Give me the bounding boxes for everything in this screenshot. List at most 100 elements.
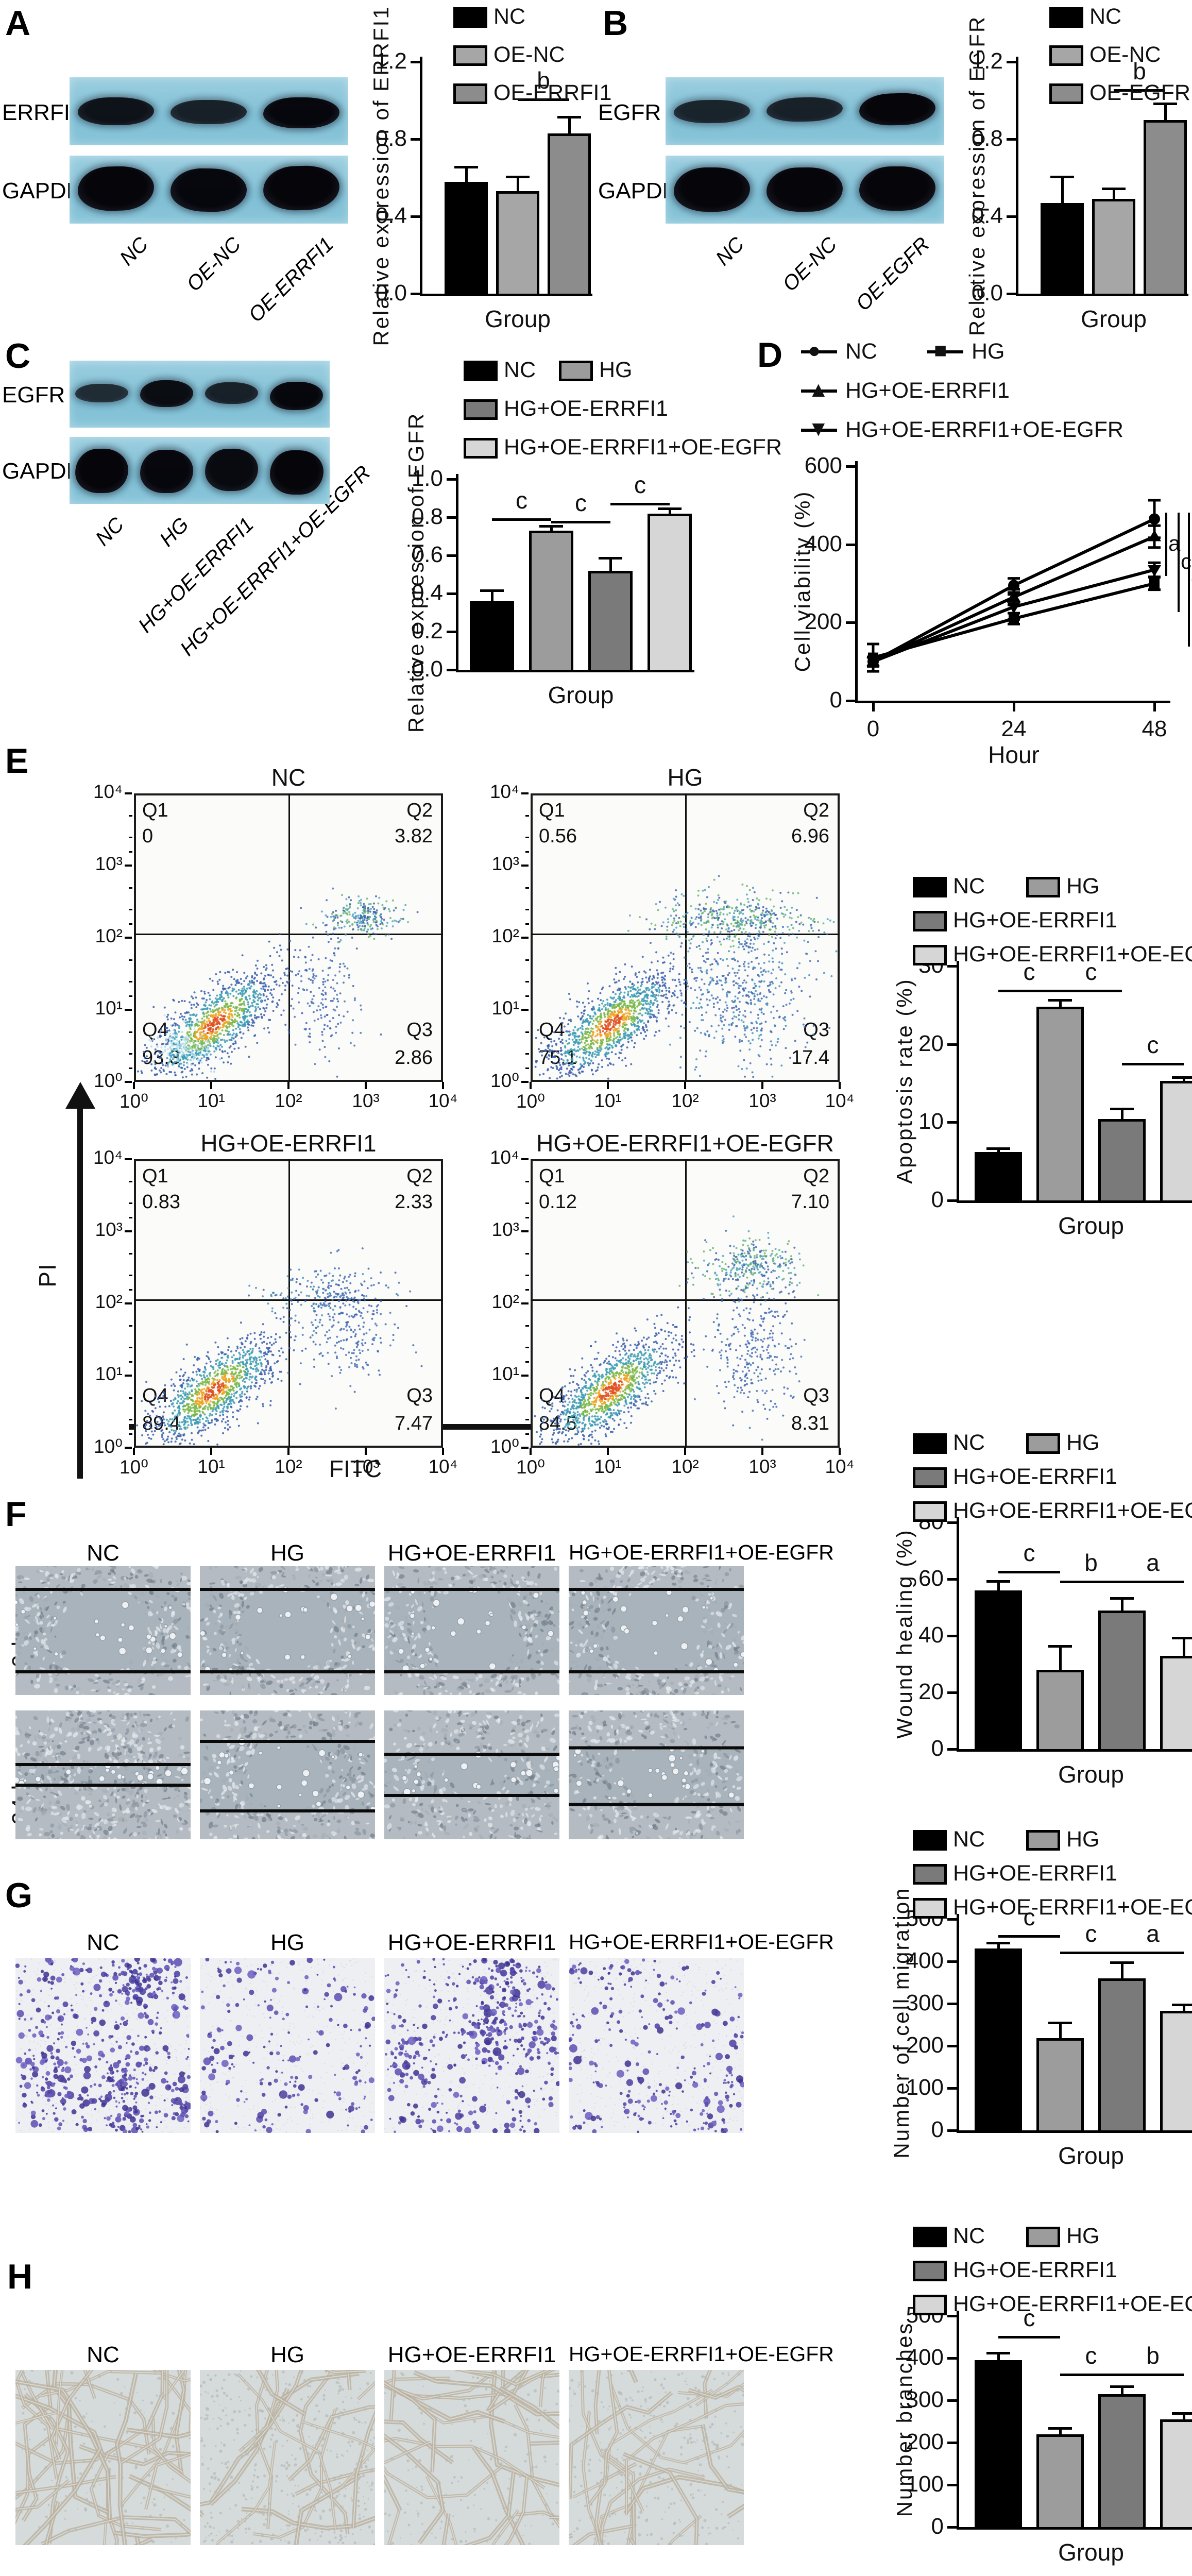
flow-y-tick-label: 10² [95, 1291, 123, 1312]
flow-x-tick [839, 1082, 841, 1089]
error-bar [550, 527, 553, 531]
legend-label: NC [1089, 4, 1122, 29]
flow-gate-h [531, 934, 840, 935]
flow-quadrant-value: 7.47 [395, 1413, 433, 1434]
flow-y-minor-tick [525, 837, 529, 838]
legend-swatch [913, 2261, 947, 2281]
bar [975, 1151, 1022, 1200]
flow-y-minor-tick [129, 959, 132, 961]
bar [1041, 202, 1084, 294]
y-axis [957, 961, 959, 1203]
y-tick [947, 2357, 957, 2360]
bar [1036, 2038, 1084, 2130]
legend-swatch [559, 361, 593, 381]
error-bar [1183, 2006, 1185, 2011]
y-tick [846, 465, 855, 468]
legend-label: NC [953, 1430, 985, 1455]
flow-y-minor-tick [525, 1325, 529, 1327]
flow-y-tick-label: 10⁴ [489, 781, 519, 802]
flow-quadrant-label: Q3 [803, 1385, 829, 1406]
y-tick-label: 0.4 [411, 580, 443, 605]
legend-swatch [913, 945, 947, 965]
transwell-col-title: HG+OE-ERRFI1+OE-EGFR [569, 1930, 834, 1954]
error-bar [1121, 2387, 1123, 2394]
legend-swatch [913, 1501, 947, 1522]
legend-label: HG+OE-ERRFI1 [953, 1464, 1117, 1489]
y-tick-label: 0.4 [971, 203, 1003, 228]
axis-title-y: Relative expression of EGFR [404, 412, 428, 733]
x-axis [957, 2527, 1192, 2530]
flow-title: NC [271, 764, 306, 791]
flow-quadrant-value: 8.31 [791, 1413, 829, 1434]
x-tick [872, 703, 875, 711]
y-tick-label: 400 [906, 2345, 944, 2370]
error-bar [491, 591, 493, 601]
y-tick-label: 1.2 [375, 48, 407, 74]
flow-x-tick-label: 10³ [352, 1090, 380, 1111]
error-bar-cap [1172, 2412, 1192, 2415]
flow-y-tick-label: 10² [95, 925, 123, 946]
error-bar [1183, 1078, 1185, 1081]
flow-quadrant-value: 2.33 [395, 1191, 433, 1213]
legend-label: HG+OE-ERRFI1 [953, 1861, 1117, 1886]
flow-y-minor-tick [525, 1347, 529, 1348]
legend-label: OE-ERRFI1 [493, 80, 612, 105]
flow-x-tick [133, 1448, 135, 1455]
legend-swatch [913, 1898, 947, 1919]
axis-title-x: Group [548, 682, 614, 708]
wb-band [205, 382, 259, 404]
legend-swatch [1049, 83, 1083, 104]
y-tick [947, 2399, 957, 2402]
flow-y-tick [521, 792, 529, 794]
line-chart-canvas [866, 499, 1161, 673]
flow-y-minor-tick [525, 1361, 529, 1363]
legend-label: HG [1066, 2224, 1100, 2248]
flow-x-tick [530, 1448, 532, 1455]
y-tick [411, 215, 420, 218]
sig-letter: c [575, 489, 587, 517]
y-tick [447, 592, 456, 595]
legend-swatch [913, 877, 947, 897]
legend-label: NC [504, 358, 536, 382]
error-bar [997, 1943, 1000, 1949]
panel-letter-g: G [5, 1876, 32, 1915]
flow-y-minor-tick [129, 1031, 132, 1033]
legend-label: NC [845, 339, 878, 364]
tube-col-title: NC [87, 2342, 120, 2367]
flow-y-minor-tick [525, 1181, 529, 1182]
flow-y-minor-tick [129, 1275, 132, 1276]
side-sig-letter: c [1191, 566, 1192, 591]
wound-col-title: HG+OE-ERRFI1+OE-EGFR [569, 1540, 834, 1564]
sig-line [1060, 989, 1122, 992]
sig-line [1060, 2374, 1122, 2377]
flow-x-tick [210, 1448, 212, 1455]
y-axis [957, 1914, 959, 2133]
y-tick [411, 138, 420, 141]
legend-swatch [464, 361, 498, 381]
x-axis [855, 701, 1170, 703]
flow-y-tick-label: 10⁰ [490, 1070, 519, 1091]
flow-y-minor-tick [129, 1347, 132, 1348]
flow-y-tick [125, 1230, 132, 1232]
flow-y-tick [125, 937, 132, 939]
error-bar-cap [1048, 2021, 1072, 2024]
scatter-dots [137, 887, 419, 1080]
bar [1098, 1119, 1146, 1200]
y-tick [447, 669, 456, 671]
flow-y-tick [521, 1375, 529, 1377]
flow-quadrant-label: Q3 [406, 1385, 433, 1406]
flow-y-tick [521, 865, 529, 867]
flow-y-minor-tick [129, 923, 132, 925]
flow-y-minor-tick [129, 851, 132, 853]
flow-quadrant-label: Q3 [406, 1019, 433, 1041]
axis-title-y: Cell viability (%) [790, 490, 814, 672]
sig-line [1114, 89, 1165, 92]
legend-label: HG+OE-ERRFI1+OE-EGFR [953, 2292, 1192, 2316]
error-bar-cap [1048, 999, 1072, 1002]
micrograph-wound [384, 1566, 559, 1695]
bar [1144, 120, 1187, 294]
axis-title-y: Number of cell migration [889, 1887, 913, 2159]
sig-line [518, 98, 569, 101]
transwell-col-title: HG [270, 1930, 304, 1955]
bar [648, 513, 692, 670]
